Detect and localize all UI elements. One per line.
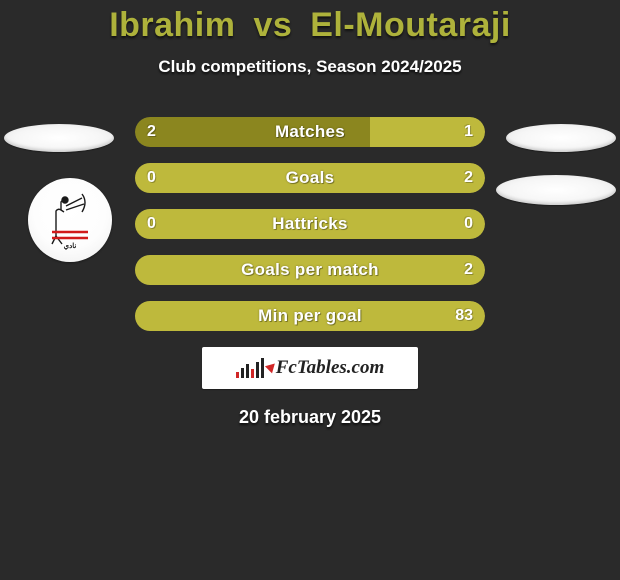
brand-bars-icon [236,358,270,378]
stat-value-right: 1 [464,117,473,147]
stat-row: Goals0 2 [135,163,485,193]
brand-bar [256,362,259,378]
stat-row: Goals per match2 [135,255,485,285]
stat-label: Goals [135,163,485,193]
stat-row: Hattricks0 0 [135,209,485,239]
stat-row: Min per goal83 [135,301,485,331]
stats-area: Matches21Goals02Hattricks00Goals per mat… [0,117,620,331]
brand-badge[interactable]: FcTables.com [202,347,418,389]
brand-bar [236,372,239,378]
stat-label: Goals per match [135,255,485,285]
brand-text: FcTables.com [276,357,385,379]
vs-text: vs [253,6,292,44]
stat-value-right: 2 [464,163,473,193]
stat-row: Matches2 1 [135,117,485,147]
date-line: 20 february 2025 [0,407,620,428]
stat-value-right: 0 [464,209,473,239]
subtitle: Club competitions, Season 2024/2025 [0,57,620,77]
brand-bar [246,364,249,378]
stat-label: Hattricks [135,209,485,239]
stat-label: Matches [135,117,485,147]
brand-bar [261,358,264,378]
stat-label: Min per goal [135,301,485,331]
stat-value-left: 2 [147,117,156,147]
brand-bar [241,368,244,378]
stat-value-right: 2 [464,255,473,285]
stat-value-left: 0 [147,163,156,193]
player1-name: Ibrahim [109,6,235,44]
page-title: Ibrahim vs El-Moutaraji [0,0,620,45]
comparison-card: Ibrahim vs El-Moutaraji Club competition… [0,0,620,580]
stat-value-left: 0 [147,209,156,239]
player2-name: El-Moutaraji [310,6,511,44]
stat-value-right: 83 [455,301,473,331]
brand-bar [251,369,254,378]
